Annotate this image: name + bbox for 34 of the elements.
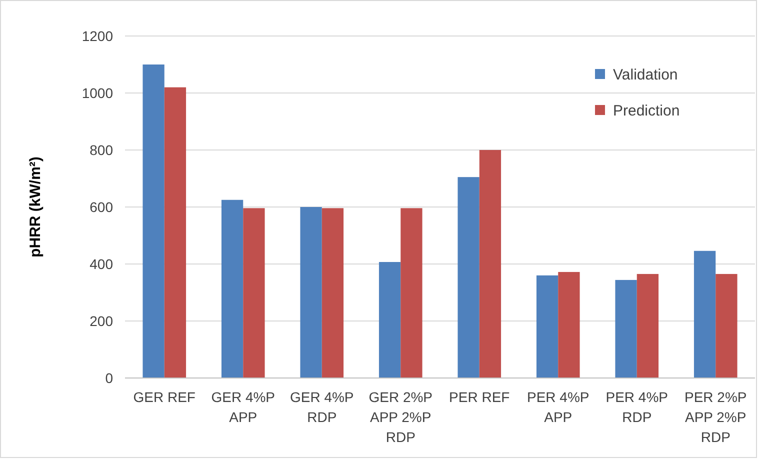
- bar: [300, 207, 322, 378]
- y-tick-label: 600: [90, 198, 114, 215]
- y-axis-title: pHRR (kW/m²): [27, 156, 44, 258]
- x-tick-label: PER 2%P APP 2%P RDP: [684, 389, 747, 445]
- bar: [479, 150, 502, 378]
- y-tick-label: 400: [90, 256, 114, 272]
- legend-label: Prediction: [613, 102, 680, 120]
- x-tick-label: GER 4%P RDP: [290, 389, 354, 425]
- bar: [322, 208, 344, 378]
- bar: [378, 262, 401, 378]
- y-tick-label: 0: [105, 370, 114, 386]
- bar: [458, 177, 480, 378]
- bar: [221, 200, 244, 378]
- x-tick-label: GER REF: [133, 389, 196, 405]
- bar: [558, 272, 580, 378]
- bar: [615, 280, 637, 378]
- bar: [716, 274, 738, 378]
- bar: [536, 275, 558, 378]
- x-tick-label: PER 4%P RDP: [606, 389, 668, 425]
- x-tick-label: PER 4%P APP: [527, 389, 590, 425]
- x-tick-label: GER 2%P APP 2%P RDP: [368, 389, 433, 445]
- bar: [636, 274, 659, 378]
- y-tick-label: 800: [90, 142, 114, 158]
- y-tick-label: 1000: [82, 84, 114, 101]
- y-tick-label: 1200: [82, 28, 114, 44]
- legend-label: Validation: [613, 66, 678, 84]
- bar: [243, 208, 265, 378]
- x-tick-label: GER 4%P APP: [211, 389, 276, 425]
- bar: [400, 208, 422, 378]
- bar: [164, 87, 186, 378]
- bar: [694, 250, 716, 378]
- x-tick-label: PER REF: [449, 389, 510, 405]
- y-tick-label: 200: [90, 312, 114, 329]
- bar: [142, 64, 164, 378]
